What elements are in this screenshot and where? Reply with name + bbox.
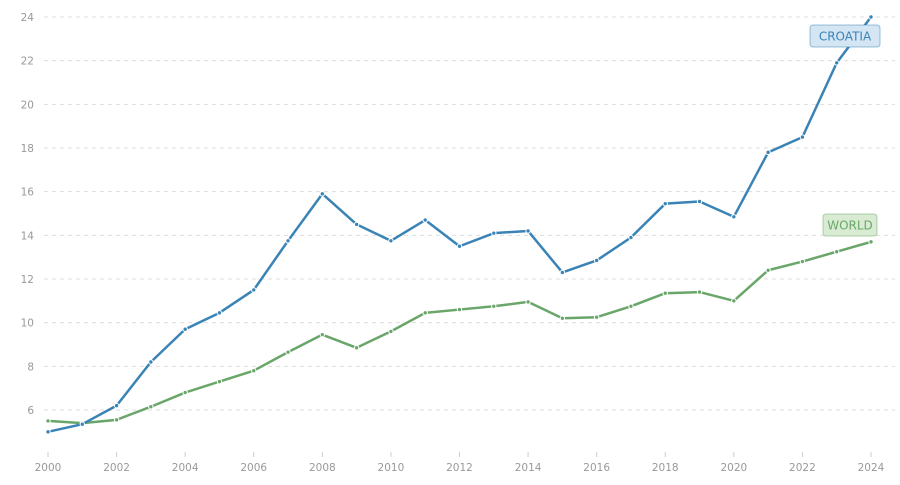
data-point [353, 345, 360, 351]
data-point [765, 267, 771, 273]
x-tick-label: 2010 [378, 462, 405, 474]
data-point [834, 249, 840, 255]
data-point [251, 368, 257, 374]
x-tick-label: 2000 [35, 462, 62, 474]
data-point [388, 238, 394, 244]
data-point [113, 402, 120, 409]
data-point [696, 289, 703, 295]
data-point [353, 221, 360, 228]
data-point [388, 328, 394, 335]
data-point [834, 60, 840, 66]
y-tick-label: 12 [21, 274, 34, 286]
x-tick-label: 2012 [446, 462, 473, 474]
x-tick-label: 2014 [515, 462, 542, 474]
series-line [47, 240, 872, 425]
data-point [422, 217, 428, 223]
x-tick-label: 2020 [720, 462, 747, 474]
data-point [422, 310, 428, 316]
series-label: CROATIA [819, 30, 872, 44]
data-point [593, 314, 600, 320]
data-point [868, 14, 874, 20]
x-tick-label: 2016 [583, 462, 610, 474]
series-label: WORLD [827, 219, 873, 233]
data-point [628, 303, 634, 309]
data-point [662, 290, 668, 296]
data-point [765, 149, 771, 156]
y-tick-label: 18 [21, 143, 34, 155]
series-world [45, 239, 874, 426]
x-tick-label: 2002 [103, 462, 130, 474]
x-tick-label: 2018 [652, 462, 679, 474]
y-tick-label: 10 [21, 318, 34, 330]
y-tick-label: 14 [21, 230, 35, 242]
data-point [662, 200, 668, 207]
data-point [216, 310, 223, 316]
data-point [559, 269, 566, 276]
data-point [731, 298, 737, 304]
data-point [285, 349, 291, 355]
y-tick-label: 24 [21, 12, 35, 24]
data-point [45, 418, 51, 424]
data-point [799, 258, 806, 265]
y-tick-label: 6 [27, 405, 34, 417]
y-tick-label: 16 [21, 187, 35, 199]
data-point [216, 378, 223, 385]
x-tick-label: 2006 [240, 462, 267, 474]
y-tick-label: 22 [21, 56, 34, 68]
data-point [182, 326, 188, 332]
data-point [148, 404, 154, 410]
data-point [79, 421, 85, 427]
data-point [525, 299, 531, 305]
y-tick-label: 20 [21, 99, 34, 111]
series-line [47, 16, 873, 434]
data-point [491, 303, 497, 309]
data-point [696, 198, 703, 205]
x-tick-label: 2004 [172, 462, 199, 474]
x-tick-label: 2008 [309, 462, 336, 474]
x-tick-label: 2022 [789, 462, 816, 474]
data-point [628, 234, 634, 241]
data-point [731, 214, 737, 220]
series-croatia [45, 14, 874, 435]
data-point [319, 191, 326, 197]
data-point [148, 359, 154, 365]
series-label-box [822, 213, 878, 237]
data-point [45, 429, 51, 435]
data-point [491, 230, 497, 236]
data-point [182, 389, 188, 396]
data-point [251, 287, 257, 293]
x-tick-label: 2024 [858, 462, 885, 474]
data-point [285, 238, 291, 244]
series-label-box [809, 24, 881, 48]
data-point [559, 315, 566, 321]
data-point [456, 306, 463, 313]
data-point [868, 239, 874, 245]
data-point [593, 257, 600, 264]
data-point [113, 417, 120, 423]
y-tick-label: 8 [27, 361, 34, 373]
data-point [319, 331, 326, 338]
data-point [799, 134, 806, 140]
data-point [456, 243, 463, 249]
data-point [525, 228, 531, 234]
